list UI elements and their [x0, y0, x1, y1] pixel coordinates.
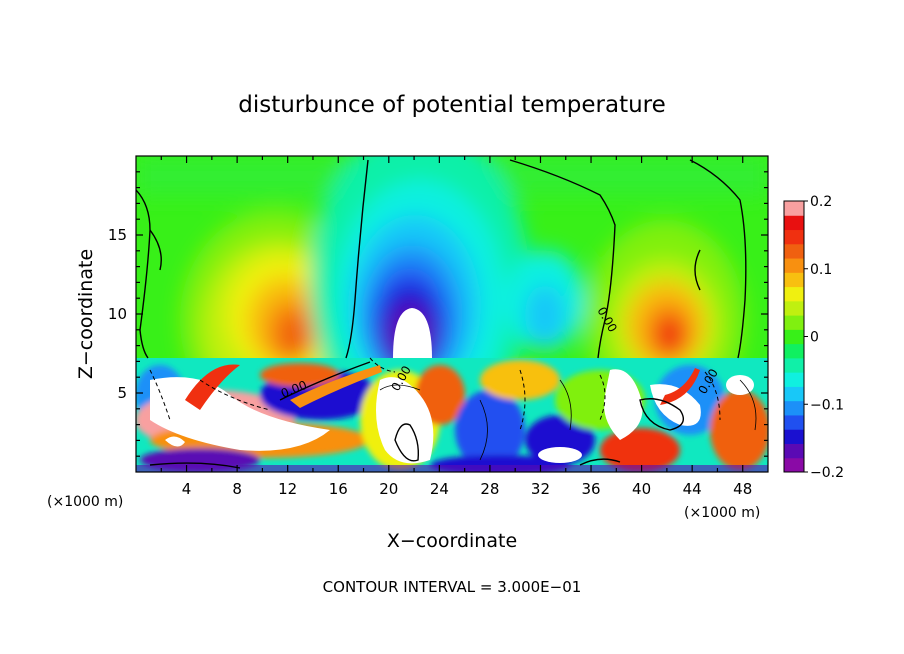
x-tick-label: 40 — [632, 480, 651, 498]
chart-title: disturbunce of potential temperature — [238, 92, 666, 118]
colorbar-swatch — [784, 443, 804, 459]
colorbar-tick-label: 0.2 — [810, 194, 832, 210]
x-tick-label: 44 — [683, 480, 702, 498]
x-tick-label: 36 — [581, 480, 600, 498]
x-axis-label: X−coordinate — [387, 530, 517, 552]
contour-lines — [136, 159, 747, 469]
x-tick-label: 12 — [278, 480, 297, 498]
colorbar-swatch — [784, 272, 804, 288]
y-tick-label: 5 — [117, 384, 127, 402]
turbulent-layer — [136, 358, 768, 472]
x-tick-labels: 4 8 12 16 20 24 28 32 36 40 44 48 — [182, 480, 752, 498]
x-tick-label: 8 — [232, 480, 242, 498]
colorbar-tick-label: 0 — [810, 330, 819, 346]
y-tick-label: 10 — [108, 305, 127, 323]
contour-lines-dashed — [149, 357, 721, 431]
colorbar-swatch — [784, 386, 804, 402]
colorbar-tick-label: 0.1 — [810, 262, 832, 278]
colorbar-swatch — [784, 457, 804, 473]
x-tick-label: 4 — [182, 480, 192, 498]
plot-area: 0.00 0.00 0.00 0.00 — [135, 155, 769, 473]
colorbar-swatch — [784, 400, 804, 416]
colorbar-swatch — [784, 329, 804, 345]
colorbar-tick-label: −0.2 — [810, 465, 844, 481]
contour-lines-thin — [379, 379, 757, 461]
colorbar-swatch — [784, 357, 804, 373]
y-axis-label: Z−coordinate — [75, 249, 97, 379]
colorbar-tick-labels: 0.2 0.1 0 −0.1 −0.2 — [804, 194, 844, 481]
x-tick-label: 20 — [379, 480, 398, 498]
x-tick-label: 32 — [531, 480, 550, 498]
colorbar-swatch — [784, 243, 804, 259]
y-tick-label: 15 — [108, 226, 127, 244]
x-tick-label: 24 — [430, 480, 449, 498]
colorbar-swatch — [784, 429, 804, 444]
colorbar-swatch — [784, 215, 804, 231]
colorbar-swatch — [784, 286, 804, 302]
colorbar-swatch — [784, 315, 804, 330]
colorbar-swatch — [784, 229, 804, 245]
colorbar-swatch — [784, 201, 804, 216]
colorbar-swatch — [784, 343, 804, 359]
x-tick-label: 16 — [329, 480, 348, 498]
colorbar-tick-label: −0.1 — [810, 397, 844, 413]
contour-interval-note: CONTOUR INTERVAL = 3.000E−01 — [323, 578, 582, 596]
y-tick-labels: 5 10 15 — [108, 226, 127, 402]
colorbar-swatch — [784, 372, 804, 387]
x-unit-label: (×1000 m) — [684, 505, 760, 521]
x-tick-label: 28 — [480, 480, 499, 498]
cold-cap — [393, 308, 432, 358]
colorbar-swatch — [784, 414, 804, 430]
colorbar-swatch — [784, 300, 804, 316]
z-unit-label: (×1000 m) — [47, 494, 123, 510]
axis-ticks — [136, 156, 768, 472]
x-tick-label: 48 — [733, 480, 752, 498]
colorbar-swatch — [784, 258, 804, 273]
colorbar — [784, 201, 804, 473]
